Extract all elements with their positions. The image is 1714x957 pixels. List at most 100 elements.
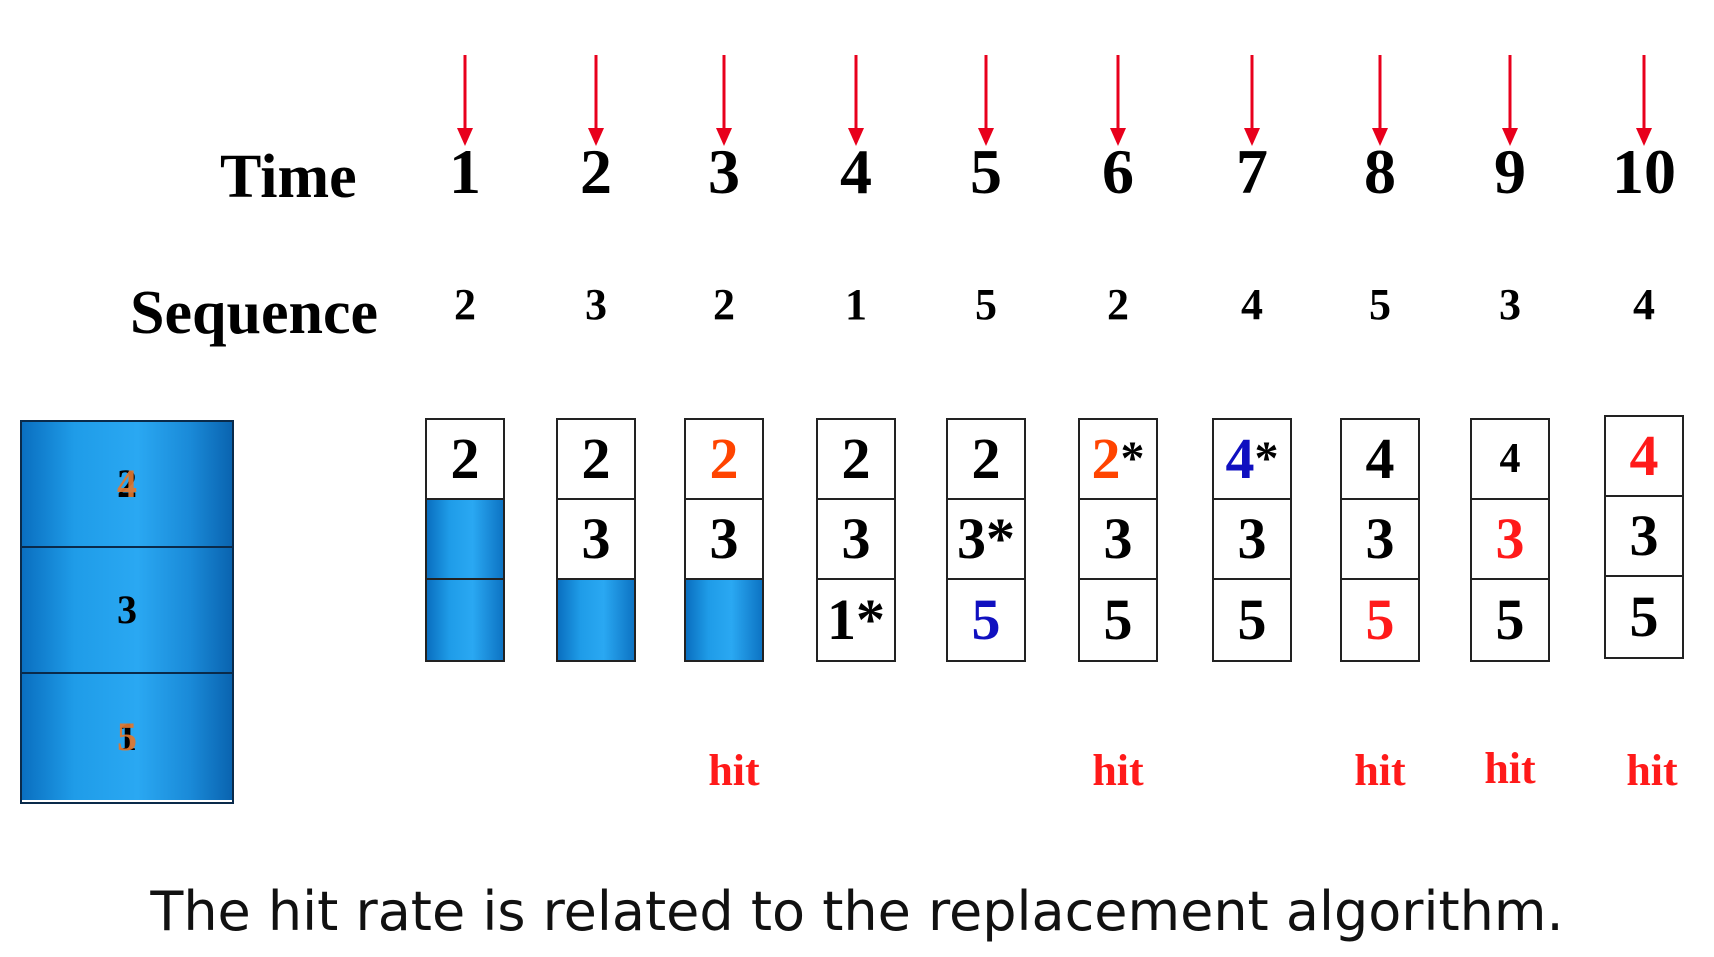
time-step: 2	[580, 136, 612, 207]
time-step: 4	[840, 136, 872, 207]
page-number: 5	[1237, 587, 1267, 652]
reference-star: *	[1120, 432, 1145, 485]
page-number: 3	[1495, 506, 1525, 571]
hit-label: hit	[1354, 746, 1406, 795]
page-number: 4	[1499, 436, 1521, 482]
sequence-item: 4	[1241, 280, 1263, 329]
page-number: 5	[1365, 587, 1395, 652]
time-arrows	[457, 55, 1652, 146]
sequence-item: 2	[1107, 280, 1129, 329]
reference-star: *	[1254, 432, 1279, 485]
sequence-item: 5	[975, 280, 997, 329]
page-number: 4	[1365, 426, 1395, 491]
down-arrow-icon	[716, 55, 732, 146]
sequence-item: 2	[454, 280, 476, 329]
page-slot: 3	[818, 500, 894, 580]
sequence-item: 1	[845, 280, 867, 329]
page-slot: 4 *	[1214, 420, 1290, 500]
time-step: 5	[970, 136, 1002, 207]
page-number: 5	[1495, 587, 1525, 652]
page-number: 3	[709, 506, 739, 571]
frame-column: 4 3 5	[1604, 415, 1684, 659]
sequence-item: 3	[585, 280, 607, 329]
frame-column: 2 3 1*	[816, 418, 896, 662]
frame-column: 4 3 5	[1340, 418, 1420, 662]
time-label: Time	[220, 143, 357, 211]
page-number: 2	[841, 426, 871, 491]
down-arrow-icon	[588, 55, 604, 146]
cache-page-old: 2	[117, 461, 137, 506]
time-step: 6	[1102, 136, 1134, 207]
down-arrow-icon	[1636, 55, 1652, 146]
page-number: 3*	[957, 506, 1015, 571]
time-step: 10	[1612, 136, 1676, 207]
frame-column: 2	[425, 418, 505, 662]
caption: The hit rate is related to the replaceme…	[150, 880, 1564, 943]
page-slot: 3	[1342, 500, 1418, 580]
time-step: 3	[708, 136, 740, 207]
page-number: 5	[1103, 587, 1133, 652]
page-slot: 3	[1606, 497, 1682, 577]
page-slot: 5	[1342, 580, 1418, 660]
page-number: 3	[841, 506, 871, 571]
hit-label: hit	[708, 746, 760, 795]
down-arrow-icon	[1244, 55, 1260, 146]
page-number: 3	[1103, 506, 1133, 571]
down-arrow-icon	[1372, 55, 1388, 146]
hit-label: hit	[1484, 744, 1536, 793]
page-slot: 4	[1342, 420, 1418, 500]
time-step: 1	[449, 136, 481, 207]
page-slot: 5	[1214, 580, 1290, 660]
cache-page-old: 1	[117, 714, 137, 759]
page-number: 4	[1629, 423, 1659, 488]
page-slot: 2	[948, 420, 1024, 500]
sequence-item: 4	[1633, 280, 1655, 329]
page-slot: 4	[1472, 420, 1548, 500]
sequence-item: 2	[713, 280, 735, 329]
hit-label: hit	[1626, 746, 1678, 795]
down-arrow-icon	[848, 55, 864, 146]
hit-label: hit	[1092, 746, 1144, 795]
page-slot: 5	[948, 580, 1024, 660]
sequence-item: 3	[1499, 280, 1521, 329]
empty-slot	[686, 580, 762, 660]
page-number: 1*	[827, 587, 885, 652]
frame-column: 4 * 3 5	[1212, 418, 1292, 662]
page-slot: 2	[818, 420, 894, 500]
page-slot: 5	[1080, 580, 1156, 660]
empty-slot	[427, 580, 503, 660]
frame-column: 4 3 5	[1470, 418, 1550, 662]
page-slot: 2 *	[1080, 420, 1156, 500]
down-arrow-icon	[1110, 55, 1126, 146]
page-number: 3	[1629, 503, 1659, 568]
page-slot: 3	[1080, 500, 1156, 580]
page-slot: 5	[1606, 577, 1682, 657]
page-number: 5	[1629, 584, 1659, 649]
sequence-label: Sequence	[130, 279, 378, 347]
page-number: 2	[971, 426, 1001, 491]
page-slot: 4	[1606, 417, 1682, 497]
page-slot: 2	[558, 420, 634, 500]
page-slot: 2	[427, 420, 503, 500]
page-slot: 3	[1472, 500, 1548, 580]
frame-column: 2 3* 5	[946, 418, 1026, 662]
time-step: 9	[1494, 136, 1526, 207]
frame-column: 2 * 3 5	[1078, 418, 1158, 662]
page-slot: 3	[686, 500, 762, 580]
cache-page-new: 5	[117, 714, 137, 759]
empty-slot	[427, 500, 503, 580]
page-number: 3	[1365, 506, 1395, 571]
page-number: 2	[1091, 426, 1121, 491]
page-number: 3	[581, 506, 611, 571]
page-number: 3	[1237, 506, 1267, 571]
down-arrow-icon	[978, 55, 994, 146]
time-step: 8	[1364, 136, 1396, 207]
page-slot: 3	[1214, 500, 1290, 580]
page-slot: 3*	[948, 500, 1024, 580]
page-number: 4	[1225, 426, 1255, 491]
page-slot: 1*	[818, 580, 894, 660]
